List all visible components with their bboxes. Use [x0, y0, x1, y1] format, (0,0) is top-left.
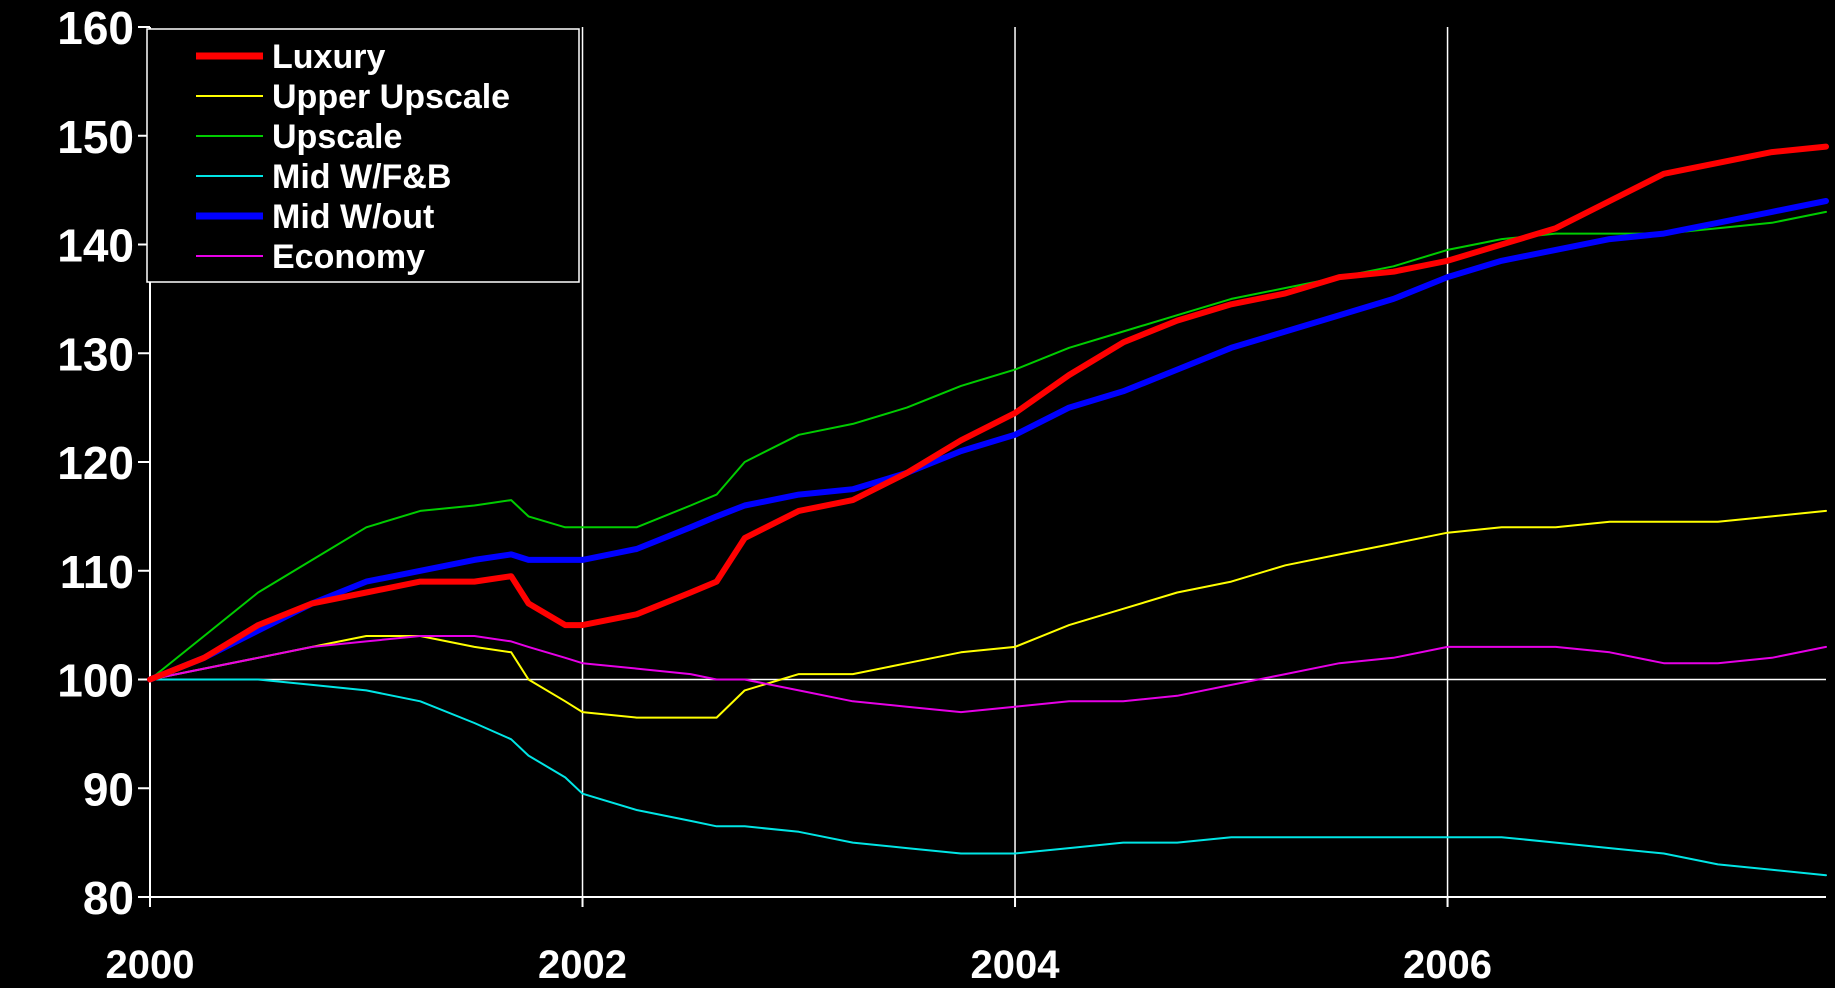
y-tick-label-120: 120: [57, 437, 134, 489]
x-tick-label-2000: 2000: [106, 943, 195, 987]
series-line-luxury: [147, 143, 1829, 683]
legend-label-mid-w-f-b: Mid W/F&B: [272, 158, 451, 196]
grid-lines: [150, 27, 1826, 897]
series-line-economy: [149, 635, 1827, 714]
y-axis-tick-labels: 80 90 100 110 120 130 140 150 160: [57, 2, 150, 924]
y-tick-label-90: 90: [83, 763, 134, 815]
y-tick-label-80: 80: [83, 872, 134, 924]
x-tick-label-2006: 2006: [1403, 943, 1492, 987]
legend-label-mid-w-out: Mid W/out: [272, 198, 434, 236]
x-tick-label-2004: 2004: [971, 943, 1061, 987]
x-tick-label-2002: 2002: [538, 943, 627, 987]
series-line-upper-upscale: [149, 509, 1827, 719]
legend-label-upscale: Upscale: [272, 118, 402, 156]
legend-label-luxury: Luxury: [272, 38, 385, 76]
y-tick-label-100: 100: [57, 655, 134, 707]
series-line-mid-w-f-b: [149, 678, 1827, 877]
legend-label-upper-upscale: Upper Upscale: [272, 78, 510, 116]
legend-label-economy: Economy: [272, 238, 425, 276]
y-tick-label-140: 140: [57, 220, 134, 272]
series-lines: [147, 143, 1829, 877]
legend-box: [146, 28, 580, 283]
y-tick-label-130: 130: [57, 328, 134, 380]
x-axis-tick-labels: 2000 2002 2004 2006: [106, 897, 1492, 987]
y-tick-label-160: 160: [57, 2, 134, 54]
y-tick-label-110: 110: [60, 546, 134, 598]
y-tick-label-150: 150: [57, 111, 134, 163]
